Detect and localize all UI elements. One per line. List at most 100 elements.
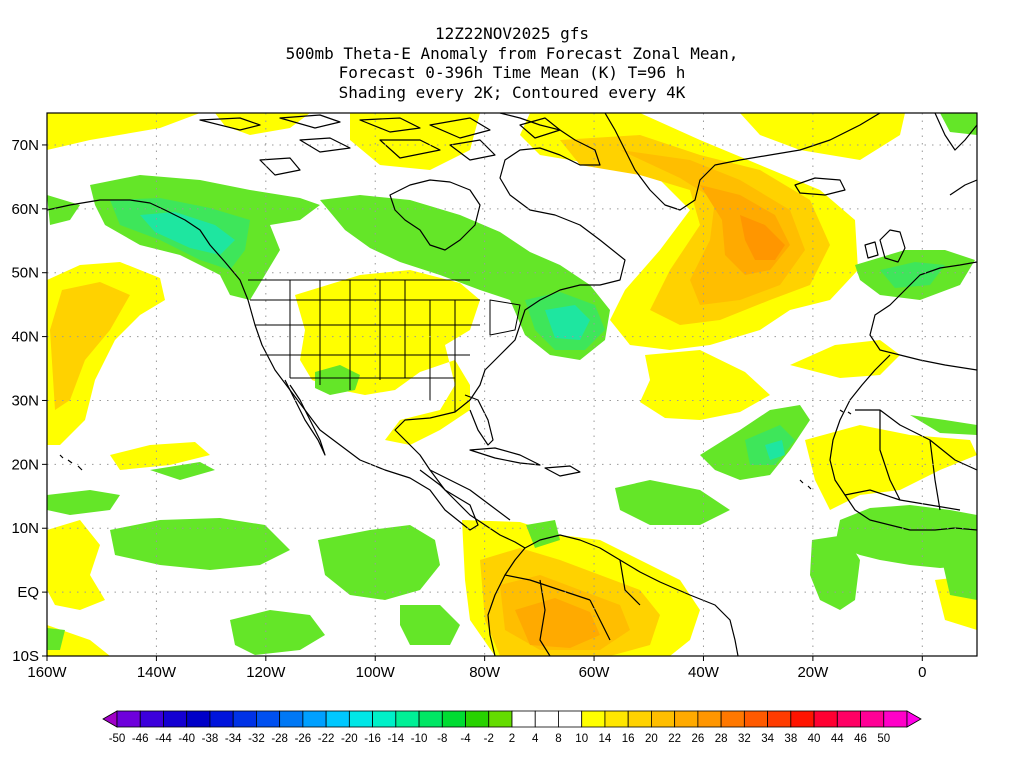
lon-label: 80W [469, 664, 501, 681]
colorbar-swatch [836, 710, 861, 728]
colorbar-label: 10 [575, 733, 588, 745]
colorbar-swatch [488, 710, 513, 728]
hudson-bay-coast [389, 179, 481, 251]
colorbar-swatch [418, 710, 443, 728]
colorbar-label: -4 [460, 733, 471, 745]
colorbar-label: -20 [341, 733, 358, 745]
colorbar-min-cap [102, 710, 118, 728]
colorbar-swatch [697, 710, 722, 728]
colorbar-swatch [767, 710, 792, 728]
colorbar-label: -2 [484, 733, 494, 745]
colorbar-swatch [441, 710, 466, 728]
colorbar-label: -32 [248, 733, 265, 745]
map-frame [46, 112, 978, 657]
colorbar-label: 32 [738, 733, 751, 745]
colorbar-swatch [186, 710, 211, 728]
colorbar-swatch [465, 710, 490, 728]
colorbar-swatch [302, 710, 327, 728]
colorbar-label: 34 [761, 733, 774, 745]
shading-layer [47, 113, 977, 656]
lon-label: 60W [579, 664, 611, 681]
colorbar-swatch [860, 710, 885, 728]
canary-islands [799, 409, 852, 490]
deep-orange-anomaly-fields [740, 215, 785, 260]
lat-label: 10S [12, 648, 39, 665]
title-line-1: 12Z22NOV2025 gfs [434, 24, 590, 43]
colorbar-swatch [604, 710, 629, 728]
colorbar-swatch [558, 710, 583, 728]
colorbar-label: 22 [668, 733, 681, 745]
lon-label: 20W [797, 664, 829, 681]
colorbar-max-cap [906, 710, 922, 728]
colorbar-swatch [883, 710, 908, 728]
colorbar-label: 50 [877, 733, 890, 745]
colorbar-label: -34 [225, 733, 242, 745]
colorbar-label: 38 [784, 733, 797, 745]
lat-label: 70N [11, 137, 39, 154]
colorbar-label: 20 [645, 733, 658, 745]
colorbar-swatch [511, 710, 536, 728]
north-america-coast [47, 113, 626, 531]
colorbar-label: -26 [295, 733, 312, 745]
colorbar-label: 28 [715, 733, 728, 745]
colorbar-label: -14 [388, 733, 405, 745]
lat-label: 60N [11, 201, 39, 218]
colorbar-swatch [534, 710, 559, 728]
greenland-coast [604, 113, 881, 211]
hawaii-islands [59, 454, 83, 471]
colorbar-label: 14 [599, 733, 612, 745]
colorbar-swatch [279, 710, 304, 728]
colorbar-label: 40 [808, 733, 821, 745]
title-line-3: Forecast 0-396h Time Mean (K) T=96 h [338, 63, 686, 82]
teal-anomaly-fields [140, 212, 785, 460]
title-line-4: Shading every 2K; Contoured every 4K [338, 82, 686, 102]
coastline-layer [47, 113, 977, 656]
colorbar-label: -22 [318, 733, 335, 745]
colorbar-label: -10 [411, 733, 428, 745]
lat-label: 10N [11, 520, 39, 537]
lat-label: 40N [11, 329, 39, 346]
south-america-coast [487, 534, 739, 656]
florida-coast [464, 394, 494, 446]
lon-label: 40W [688, 664, 720, 681]
central-america-coast [419, 469, 526, 549]
colorbar-swatch [395, 710, 420, 728]
colorbar-label: 16 [622, 733, 635, 745]
colorbar-swatch [232, 710, 257, 728]
colorbar-swatch [651, 710, 676, 728]
colorbar-label: -28 [271, 733, 288, 745]
arctic-islands [199, 114, 561, 176]
lat-label: 20N [11, 456, 39, 473]
scandinavia-coast [934, 113, 977, 196]
colorbar-swatch [813, 710, 838, 728]
colorbar-swatch [209, 710, 234, 728]
title-line-2: 500mb Theta-E Anomaly from Forecast Zona… [285, 43, 739, 63]
map-title: 12Z22NOV2025 gfs 500mb Theta-E Anomaly f… [0, 24, 1024, 102]
colorbar-label: -16 [364, 733, 381, 745]
south-america-borders [504, 559, 641, 656]
cuba-coast [469, 447, 541, 466]
colorbar-label: 26 [691, 733, 704, 745]
lon-label: 120W [246, 664, 286, 681]
baja-coast [284, 379, 326, 456]
colorbar-swatch [743, 710, 768, 728]
colorbar-swatch [372, 710, 397, 728]
colorbar-swatch [720, 710, 745, 728]
colorbar-label: 4 [532, 733, 539, 745]
colorbar-swatch [163, 710, 188, 728]
colorbar-label: -40 [178, 733, 195, 745]
colorbar-swatch [581, 710, 606, 728]
colorbar-swatch [116, 710, 141, 728]
colorbar-swatch [674, 710, 699, 728]
hispaniola-coast [544, 465, 581, 477]
lon-label: 140W [137, 664, 177, 681]
europe-africa-coast [829, 261, 977, 531]
colorbar-label: -44 [155, 733, 172, 745]
lat-label: 30N [11, 392, 39, 409]
lat-label: EQ [17, 584, 39, 601]
colorbar-label: -50 [109, 733, 126, 745]
colorbar-swatch [139, 710, 164, 728]
colorbar-swatch [627, 710, 652, 728]
colorbar-swatch [790, 710, 815, 728]
